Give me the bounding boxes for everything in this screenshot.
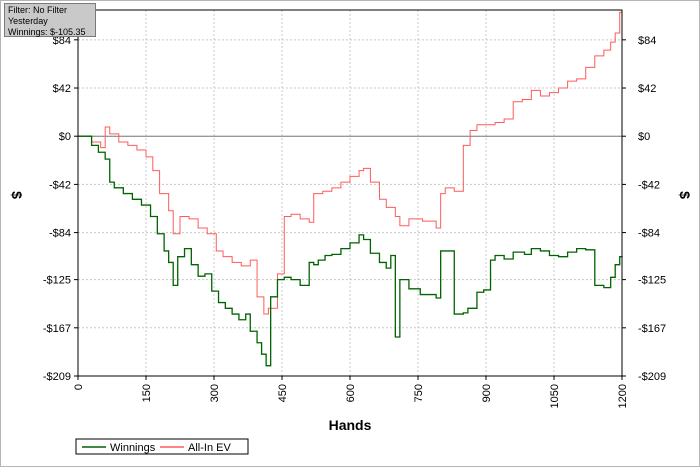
x-tick-label: 1050 <box>549 384 561 408</box>
x-axis-title: Hands <box>329 417 372 433</box>
y-tick-label-left: -$209 <box>43 371 71 383</box>
y-tick-label-right: $42 <box>638 83 656 95</box>
legend-label-allin-ev: All-In EV <box>188 442 231 454</box>
tick-labels: 0 150 300 450 600 750 900 1050 1200 -$209 -$209 -$1… <box>43 35 666 409</box>
y-tick-label-left: $84 <box>53 35 71 47</box>
legend-label-winnings: Winnings <box>110 442 156 454</box>
x-tick-label: 300 <box>209 384 221 402</box>
y-tick-label-right: -$167 <box>638 323 666 335</box>
date-range-label: Yesterday <box>8 16 48 26</box>
filter-label: Filter: No Filter <box>8 5 68 15</box>
y-tick-label-right: $0 <box>638 131 650 143</box>
series-line-winnings <box>78 135 623 367</box>
y-tick-label-right: -$84 <box>638 228 660 240</box>
y-tick-label-left: $42 <box>53 83 71 95</box>
y-tick-label-right: -$209 <box>638 371 666 383</box>
y-axis-title-left: $ <box>9 191 25 199</box>
y-tick-label-left: -$42 <box>49 179 71 191</box>
filter-info-box: Filter: No Filter Yesterday Winnings: $-… <box>4 3 96 37</box>
x-tick-label: 450 <box>277 384 289 402</box>
x-tick-label: 750 <box>413 384 425 402</box>
x-tick-label: 1200 <box>617 384 629 408</box>
y-tick-label-right: $84 <box>638 35 656 47</box>
y-tick-label-left: -$125 <box>43 275 71 287</box>
y-tick-label-right: -$42 <box>638 179 660 191</box>
x-tick-label: 150 <box>141 384 153 402</box>
x-tick-label: 900 <box>481 384 493 402</box>
y-tick-label-left: -$84 <box>49 228 71 240</box>
y-tick-label-left: $0 <box>59 131 71 143</box>
series-line-allin-ev <box>78 11 623 315</box>
x-tick-label: 0 <box>73 384 85 390</box>
y-tick-label-left: -$167 <box>43 323 71 335</box>
winnings-label: Winnings: $-105.35 <box>8 27 86 37</box>
y-tick-label-right: -$125 <box>638 275 666 287</box>
series-layer <box>78 11 623 367</box>
x-tick-label: 600 <box>345 384 357 402</box>
y-axis-title-right: $ <box>677 191 693 199</box>
legend: Winnings All-In EV <box>75 438 249 455</box>
